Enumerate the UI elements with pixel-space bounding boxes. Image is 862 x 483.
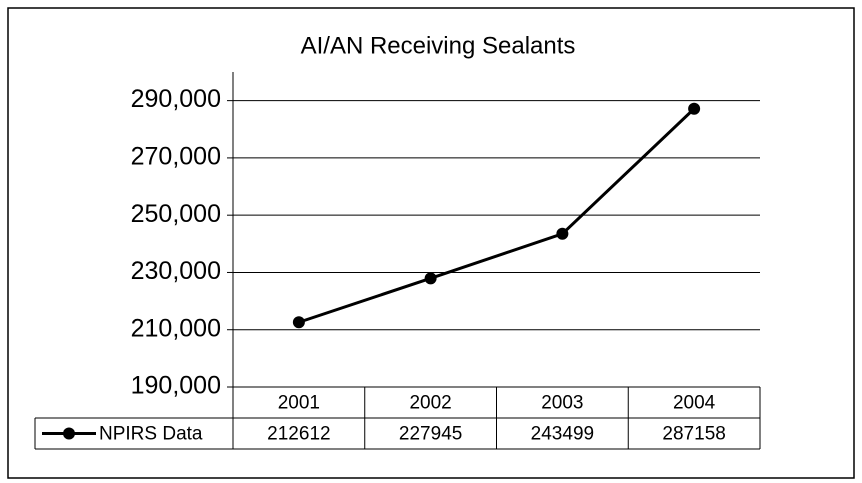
data-point (556, 227, 569, 240)
table-value: 287158 (662, 424, 725, 445)
data-point (688, 102, 701, 115)
y-tick-label: 250,000 (131, 200, 221, 228)
x-tick-label: 2002 (409, 393, 451, 414)
table-value: 243499 (531, 424, 594, 445)
legend-label: NPIRS Data (99, 424, 203, 445)
y-tick-label: 210,000 (131, 314, 221, 342)
x-tick-label: 2004 (673, 393, 716, 414)
x-tick-label: 2001 (278, 393, 320, 414)
chart-border (7, 7, 855, 479)
legend-marker (63, 427, 75, 440)
data-point (424, 272, 437, 285)
series-line (298, 107, 696, 324)
table-value: 212612 (267, 424, 330, 445)
chart-title: AI/AN Receiving Sealants (301, 32, 576, 59)
y-tick-label: 190,000 (131, 372, 221, 400)
data-point (292, 316, 305, 329)
y-tick-label: 290,000 (131, 85, 221, 113)
table-value: 227945 (399, 424, 462, 445)
x-tick-label: 2003 (541, 393, 583, 414)
y-tick-label: 270,000 (131, 143, 221, 171)
y-tick-label: 230,000 (131, 257, 221, 285)
